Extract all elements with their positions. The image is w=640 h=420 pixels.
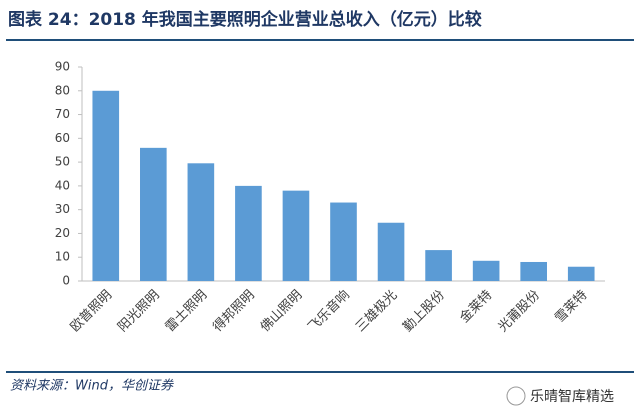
- y-tick-label: 20: [55, 226, 70, 240]
- bar: [92, 90, 120, 282]
- bar: [235, 185, 262, 281]
- x-tick-label: 阳光照明: [115, 288, 162, 335]
- y-tick-label: 0: [62, 274, 70, 288]
- x-tick-label: 勤上股份: [401, 288, 448, 335]
- y-tick-label: 50: [55, 155, 70, 169]
- source: 资料来源：Wind，华创证券: [10, 379, 174, 394]
- x-tick-label: 欧普照明: [68, 288, 115, 335]
- x-tick-label: 雷士照明: [163, 288, 210, 335]
- y-tick-label: 80: [55, 83, 70, 97]
- bar: [140, 147, 167, 281]
- y-tick-label: 30: [55, 202, 70, 216]
- watermark-icon: [506, 386, 526, 406]
- x-tick-label: 得邦照明: [210, 287, 258, 335]
- bar: [330, 202, 357, 281]
- y-tick-label: 70: [55, 107, 70, 121]
- x-tick-label: 飞乐音响: [305, 287, 353, 335]
- bar: [187, 163, 215, 281]
- bar: [567, 266, 595, 281]
- watermark: 乐晴智库精选: [530, 389, 614, 405]
- bar: [377, 222, 405, 281]
- x-tick-label: 光莆股份: [496, 288, 543, 335]
- bar: [282, 190, 310, 281]
- chart-title: 图表 24：2018 年我国主要照明企业营业总收入（亿元）比较: [8, 9, 482, 30]
- x-tick-label: 三雄极光: [353, 288, 400, 335]
- y-tick-label: 90: [55, 60, 70, 74]
- x-tick-label: 佛山照明: [258, 288, 305, 335]
- x-tick-label: 金莱特: [457, 287, 496, 326]
- bar: [425, 250, 452, 281]
- y-tick-label: 60: [55, 131, 70, 145]
- x-tick-label: 雪莱特: [552, 288, 590, 326]
- bar: [520, 261, 547, 281]
- bar: [472, 260, 500, 281]
- y-tick-label: 10: [55, 250, 70, 264]
- y-tick-label: 40: [55, 178, 70, 192]
